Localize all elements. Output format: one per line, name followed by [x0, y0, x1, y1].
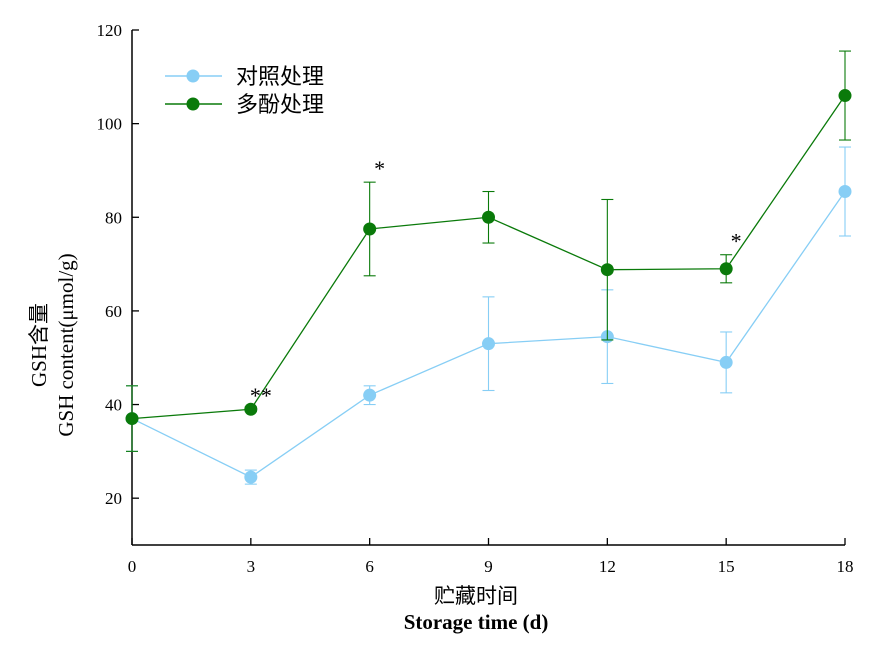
x-tick-label: 6 — [365, 557, 374, 576]
ticks: 20 40 60 80 100 120 0 3 6 9 12 15 18 — [97, 21, 854, 576]
data-point — [244, 402, 258, 416]
y-tick-label: 100 — [97, 115, 123, 134]
x-tick-label: 15 — [718, 557, 735, 576]
data-point — [838, 185, 852, 199]
y-tick-label: 20 — [105, 489, 122, 508]
x-tick-label: 9 — [484, 557, 493, 576]
x-tick-label: 12 — [599, 557, 616, 576]
x-tick-label: 18 — [837, 557, 854, 576]
series-layer — [125, 50, 852, 485]
series-2 — [125, 50, 852, 452]
data-point — [838, 89, 852, 103]
x-tick-label: 0 — [128, 557, 137, 576]
legend-marker — [186, 69, 200, 83]
data-point — [363, 388, 377, 402]
annotation-layer: **** — [250, 156, 742, 408]
data-point — [482, 210, 495, 224]
y-axis-title: GSH content(μmol/g) — [54, 253, 78, 436]
data-point — [719, 355, 733, 369]
y-tick-label: 60 — [105, 302, 122, 321]
data-point — [125, 412, 139, 426]
significance-marker: * — [731, 229, 742, 254]
x-axis-title: Storage time (d) — [404, 610, 549, 634]
data-point — [719, 262, 733, 276]
y-tick-label: 40 — [105, 396, 122, 415]
x-axis-title-cn: 贮藏时间 — [434, 584, 518, 608]
x-tick-label: 3 — [247, 557, 256, 576]
data-point — [600, 263, 614, 277]
legend-marker — [186, 97, 200, 111]
data-point — [244, 470, 258, 484]
significance-marker: * — [374, 156, 385, 181]
y-tick-label: 80 — [105, 208, 122, 227]
data-point — [482, 337, 495, 351]
data-point — [363, 222, 377, 236]
legend-label: 对照处理 — [236, 64, 324, 89]
y-axis-title-cn: GSH含量 — [27, 303, 51, 387]
significance-marker: ** — [250, 383, 272, 408]
legend-label: 多酚处理 — [236, 92, 324, 117]
y-tick-label: 120 — [97, 21, 123, 40]
